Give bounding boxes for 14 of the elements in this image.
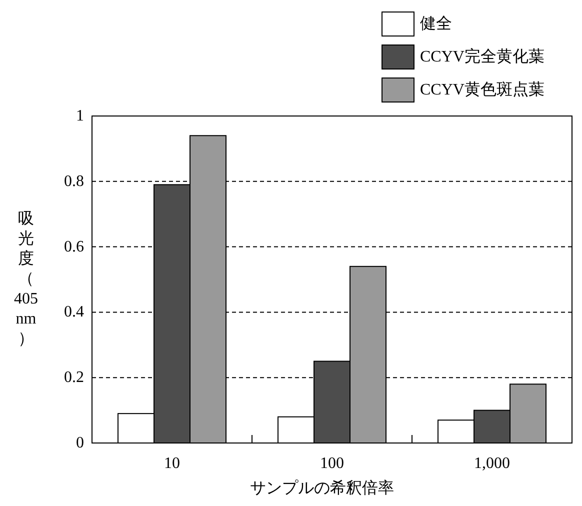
- x-tick-label: 10: [164, 455, 180, 472]
- y-axis-title: 吸光度（405 nm）: [14, 210, 38, 348]
- legend-label: CCYV完全黄化葉: [420, 48, 544, 66]
- legend-label: 健全: [420, 16, 452, 32]
- x-tick-label: 100: [320, 455, 344, 472]
- y-tick-label: 0.8: [64, 172, 84, 190]
- y-tick-label: 0.4: [64, 304, 84, 321]
- x-tick-label: 1,000: [474, 455, 510, 472]
- legend-label: CCYV黄色斑点葉: [420, 80, 544, 98]
- y-tick-label: 0.6: [64, 238, 84, 256]
- y-tick-label: 0.2: [64, 369, 84, 386]
- y-tick-label: 1: [76, 108, 84, 124]
- y-tick-label: 0: [76, 434, 84, 452]
- x-axis-title: サンプルの希釈倍率: [250, 479, 394, 497]
